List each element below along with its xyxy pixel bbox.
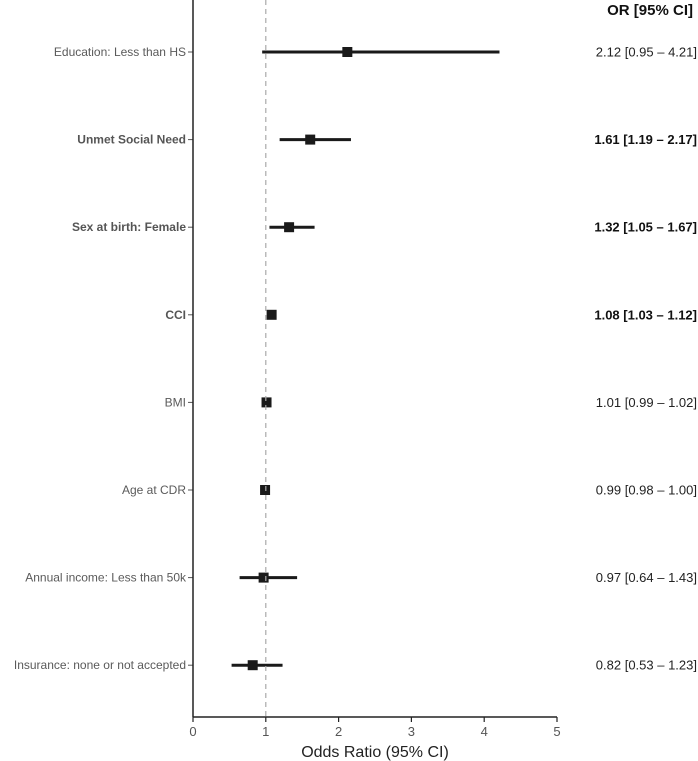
point-estimate-marker — [342, 47, 353, 57]
x-tick-label: 0 — [189, 724, 196, 739]
row-label: CCI — [165, 308, 186, 322]
row-label: Unmet Social Need — [77, 133, 186, 147]
or-ci-value: 0.99 [0.98 – 1.00] — [596, 483, 697, 498]
row-label: Annual income: Less than 50k — [25, 571, 187, 585]
or-column-header: OR [95% CI] — [607, 2, 693, 19]
row-label: Sex at birth: Female — [72, 220, 186, 234]
forest-row: Age at CDR 0.99 [0.98 – 1.00] — [122, 483, 697, 498]
x-tick-label: 1 — [262, 724, 269, 739]
forest-row: Education: Less than HS 2.12 [0.95 – 4.21… — [54, 45, 697, 60]
x-tick-label: 5 — [553, 724, 560, 739]
forest-row: CCI 1.08 [1.03 – 1.12] — [165, 307, 697, 322]
point-estimate-marker — [258, 572, 269, 583]
row-label: BMI — [165, 395, 186, 409]
point-estimate-marker — [305, 134, 316, 145]
forest-row: Annual income: Less than 50k 0.97 [0.64 –… — [25, 570, 697, 585]
forest-row: Unmet Social Need 1.61 [1.19 – 2.17] — [77, 132, 697, 147]
or-ci-value: 0.97 [0.64 – 1.43] — [596, 570, 697, 585]
forest-row: BMI 1.01 [0.99 – 1.02] — [165, 395, 697, 410]
x-axis-ticks: 0 1 2 3 4 5 — [189, 717, 561, 739]
rows-layer: Education: Less than HS 2.12 [0.95 – 4.21… — [14, 45, 697, 673]
point-estimate-marker — [266, 309, 277, 320]
row-label: Education: Less than HS — [54, 45, 186, 59]
point-estimate-marker — [261, 397, 272, 408]
or-ci-value: 1.01 [0.99 – 1.02] — [596, 395, 697, 410]
point-estimate-marker — [284, 222, 295, 233]
x-axis-title: Odds Ratio (95% CI) — [301, 744, 449, 761]
row-label: Insurance: none or not accepted — [14, 658, 186, 672]
point-estimate-marker — [247, 660, 258, 671]
row-label: Age at CDR — [122, 483, 186, 497]
x-tick-label: 4 — [481, 724, 488, 739]
point-estimate-marker — [260, 485, 271, 495]
x-tick-label: 2 — [335, 724, 342, 739]
or-ci-value: 1.32 [1.05 – 1.67] — [594, 220, 697, 235]
x-tick-label: 3 — [408, 724, 415, 739]
or-ci-value: 1.61 [1.19 – 2.17] — [594, 132, 697, 147]
forest-row: Sex at birth: Female 1.32 [1.05 – 1.67] — [72, 220, 697, 235]
or-ci-value: 1.08 [1.03 – 1.12] — [594, 307, 697, 322]
or-ci-value: 2.12 [0.95 – 4.21] — [596, 45, 697, 60]
forest-row: Insurance: none or not accepted 0.82 [0.5… — [14, 658, 697, 673]
or-ci-value: 0.82 [0.53 – 1.23] — [596, 658, 697, 673]
